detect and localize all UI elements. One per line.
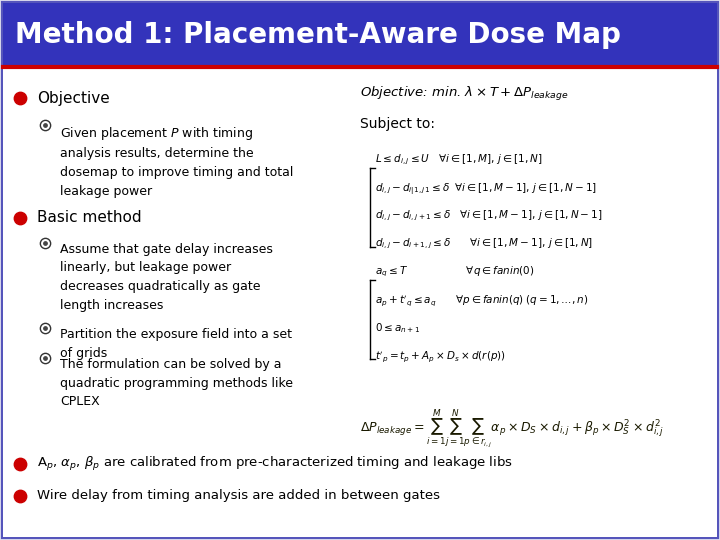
Point xyxy=(39,354,50,362)
Point xyxy=(39,120,50,129)
Text: $d_{i,j} - d_{i|1,j\,1} \leq \delta \;\; \forall i \in [1,M-1],\, j \in [1,N-1]$: $d_{i,j} - d_{i|1,j\,1} \leq \delta \;\;… xyxy=(375,181,597,197)
Text: Method 1: Placement-Aware Dose Map: Method 1: Placement-Aware Dose Map xyxy=(15,21,621,49)
Point xyxy=(39,323,50,332)
Point xyxy=(14,93,26,102)
Text: The formulation can be solved by a
quadratic programming methods like
CPLEX: The formulation can be solved by a quadr… xyxy=(60,358,293,408)
Text: Subject to:: Subject to: xyxy=(360,117,435,131)
Text: $a_q \leq T \qquad\qquad\qquad \forall q \in fanin(0)$: $a_q \leq T \qquad\qquad\qquad \forall q… xyxy=(375,265,534,279)
Text: Given placement $P$ with timing
analysis results, determine the
dosemap to impro: Given placement $P$ with timing analysis… xyxy=(60,125,293,198)
Text: $t'_p = t_p + A_p \times D_s \times d(r(p))$: $t'_p = t_p + A_p \times D_s \times d(r(… xyxy=(375,349,506,364)
Text: $d_{i,j} - d_{i,j+1} \leq \delta \quad \forall i \in [1,M-1],\, j \in [1,N-1]$: $d_{i,j} - d_{i,j+1} \leq \delta \quad \… xyxy=(375,209,603,224)
Text: Basic method: Basic method xyxy=(37,211,142,226)
Point xyxy=(39,239,50,247)
Text: Objective: min. $\lambda \times T + \Delta P_{leakage}$: Objective: min. $\lambda \times T + \Del… xyxy=(360,85,569,103)
Text: $L \leq d_{i,j} \leq U \quad \forall i \in [1,M],\, j \in [1,N]$: $L \leq d_{i,j} \leq U \quad \forall i \… xyxy=(375,153,543,167)
Point xyxy=(14,492,26,501)
Point xyxy=(14,214,26,222)
Point xyxy=(39,354,50,362)
Text: $d_{i,j} - d_{i+1,j} \leq \delta \qquad \forall i \in [1,M-1],\, j \in [1,N]$: $d_{i,j} - d_{i+1,j} \leq \delta \qquad … xyxy=(375,237,593,252)
Point xyxy=(39,120,50,129)
Text: Partition the exposure field into a set
of grids: Partition the exposure field into a set … xyxy=(60,328,292,360)
Text: $\Delta P_{leakage} = \sum_{i=1}^{M}\sum_{j=1}^{N}\sum_{p \in r_{i,j}}\alpha_p \: $\Delta P_{leakage} = \sum_{i=1}^{M}\sum… xyxy=(360,408,665,450)
Text: Assume that gate delay increases
linearly, but leakage power
decreases quadratic: Assume that gate delay increases linearl… xyxy=(60,243,273,312)
Text: $0 \leq a_{n+1}$: $0 \leq a_{n+1}$ xyxy=(375,321,420,335)
Text: A$_{p}$, $\alpha_{p}$, $\beta_{p}$ are calibrated from pre-characterized timing : A$_{p}$, $\alpha_{p}$, $\beta_{p}$ are c… xyxy=(37,455,513,473)
Point xyxy=(14,460,26,468)
Bar xyxy=(3,3,717,65)
Text: Wire delay from timing analysis are added in between gates: Wire delay from timing analysis are adde… xyxy=(37,489,440,503)
Text: Objective: Objective xyxy=(37,91,109,105)
Bar xyxy=(3,68,717,537)
Point xyxy=(39,239,50,247)
Text: $a_p + t'_q \leq a_q \qquad \forall p \in fanin(q)\; (q=1,\ldots,n)$: $a_p + t'_q \leq a_q \qquad \forall p \i… xyxy=(375,293,588,308)
Point xyxy=(39,323,50,332)
